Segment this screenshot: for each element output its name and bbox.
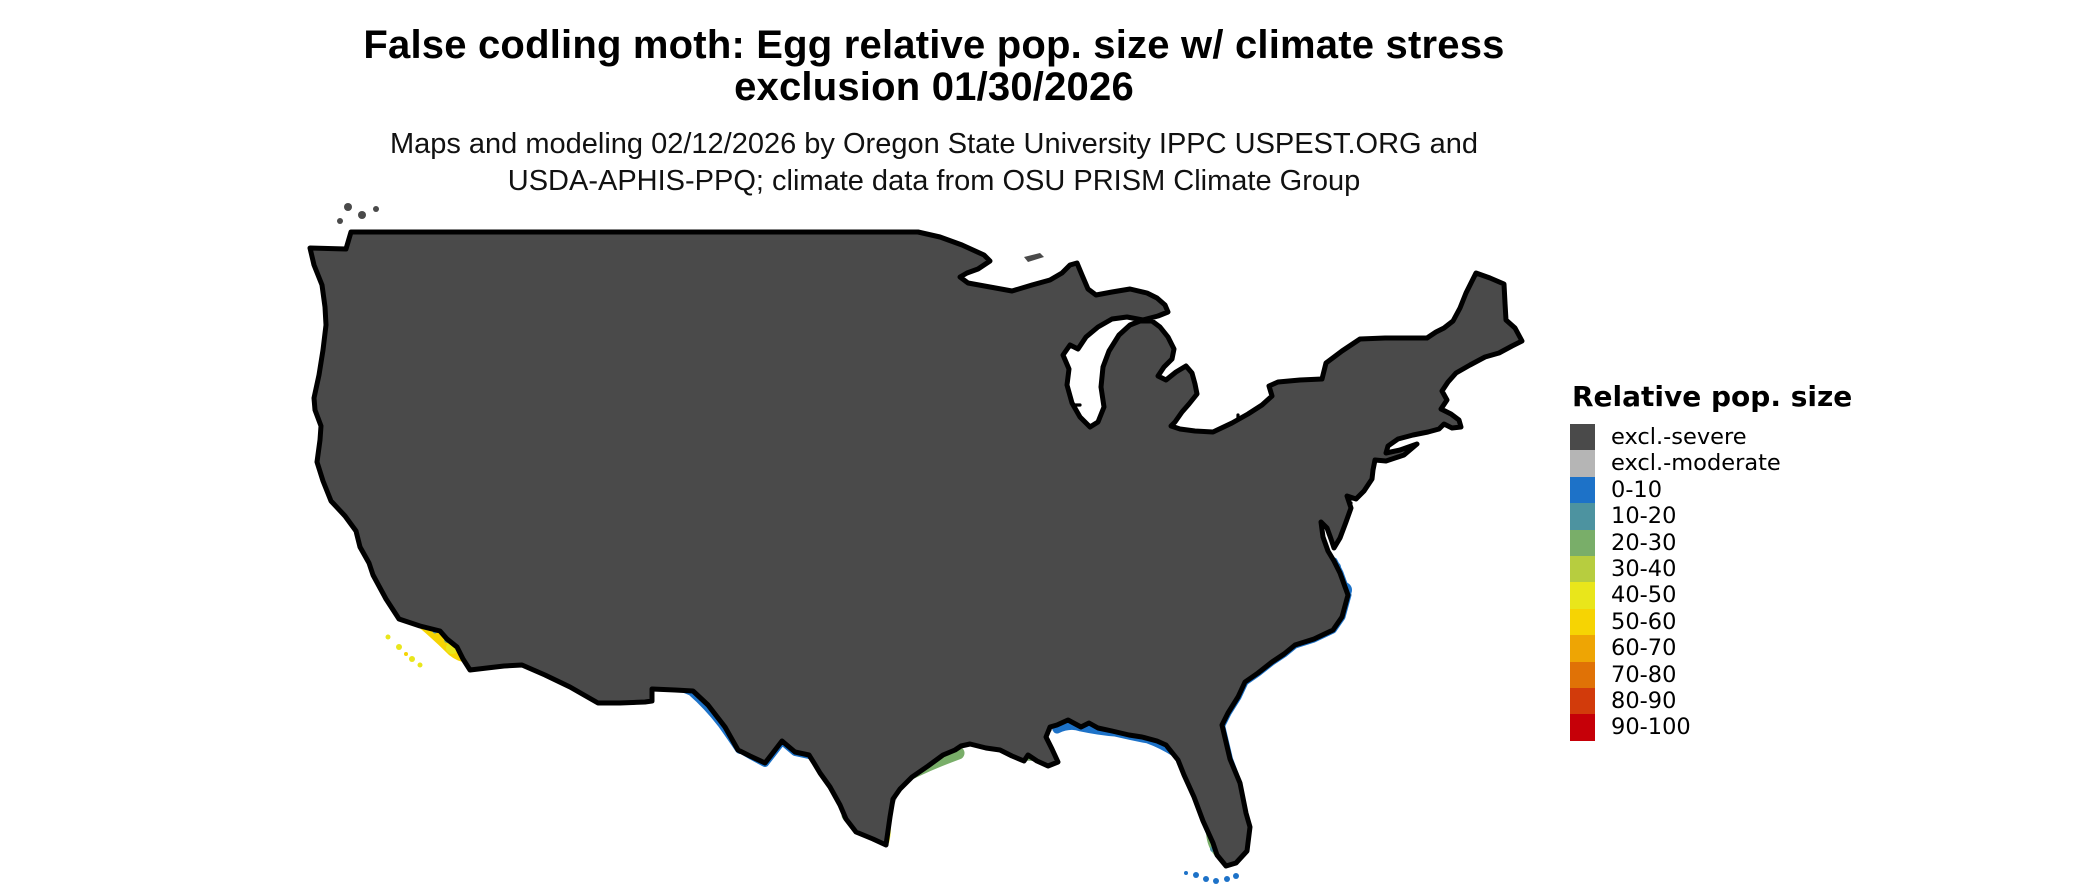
legend-item: 60-70 (1570, 635, 1900, 662)
legend-items: excl.-severe excl.-moderate 0-10 10-20 20-30… (1570, 424, 1900, 741)
legend-item: excl.-moderate (1570, 450, 1900, 477)
page-subtitle-line1: Maps and modeling 02/12/2026 by Oregon S… (389, 128, 1479, 160)
us-map (300, 203, 1570, 884)
legend-item: excl.-severe (1570, 424, 1900, 451)
legend-item: 90-100 (1570, 714, 1900, 741)
legend-swatch (1570, 687, 1595, 715)
legend-item: 30-40 (1570, 555, 1900, 583)
legend-swatch (1570, 714, 1595, 741)
legend-swatch (1570, 661, 1595, 688)
legend-label: 40-50 (1611, 582, 1677, 609)
legend-swatch (1570, 424, 1595, 451)
legend-label: 50-60 (1611, 608, 1677, 635)
legend-item: 80-90 (1570, 687, 1900, 715)
legend-item: 50-60 (1570, 608, 1900, 636)
legend-swatch (1570, 582, 1595, 609)
legend-label: 0-10 (1611, 476, 1663, 503)
legend-label: excl.-severe (1611, 424, 1747, 450)
legend-swatch (1570, 529, 1595, 556)
legend-swatch (1570, 476, 1595, 504)
legend-label: excl.-moderate (1611, 450, 1781, 477)
legend-label: 70-80 (1611, 661, 1677, 688)
page-subtitle: Maps and modeling 02/12/2026 by Oregon S… (234, 126, 1634, 200)
legend-swatch (1570, 635, 1595, 662)
page-subtitle-line2: USDA-APHIS-PPQ; climate data from OSU PR… (507, 165, 1361, 197)
legend-swatch (1570, 555, 1595, 583)
legend-label: 90-100 (1611, 714, 1691, 741)
map-legend: Relative pop. size excl.-severe excl.-mod… (1570, 380, 1900, 741)
conus-outline (310, 232, 1522, 866)
legend-swatch (1570, 503, 1595, 530)
legend-item: 20-30 (1570, 529, 1900, 556)
legend-label: 30-40 (1611, 555, 1677, 582)
legend-swatch (1570, 450, 1595, 477)
legend-label: 20-30 (1611, 529, 1677, 556)
header: False codling moth: Egg relative pop. si… (234, 24, 1634, 200)
legend-item: 0-10 (1570, 476, 1900, 504)
legend-label: 80-90 (1611, 687, 1677, 714)
legend-label: 10-20 (1611, 503, 1677, 530)
legend-title: Relative pop. size (1572, 380, 1853, 413)
legend-item: 10-20 (1570, 503, 1900, 530)
page-title-line1: False codling moth: Egg relative pop. si… (363, 23, 1505, 67)
legend-item: 40-50 (1570, 582, 1900, 609)
us-map-container (300, 165, 1570, 892)
legend-label: 60-70 (1611, 635, 1677, 662)
page-title-line2: exclusion 01/30/2026 (734, 65, 1134, 109)
legend-swatch (1570, 608, 1595, 636)
legend-item: 70-80 (1570, 661, 1900, 688)
